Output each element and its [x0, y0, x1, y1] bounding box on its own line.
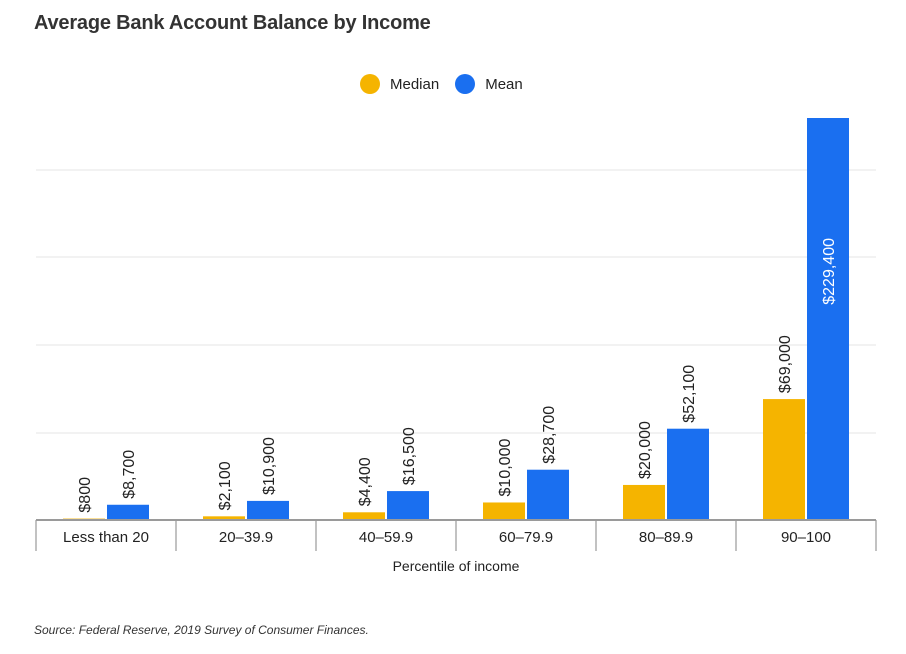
- legend: Median Mean: [360, 74, 523, 94]
- legend-swatch-mean: [455, 74, 476, 94]
- data-label-mean-0: $8,700: [121, 450, 138, 499]
- x-tick-label-2: 40–59.9: [359, 529, 413, 546]
- data-label-median-2: $4,400: [357, 457, 374, 506]
- legend-swatch-median: [360, 74, 380, 94]
- legend-label-mean: Mean: [485, 75, 523, 93]
- x-tick-label-3: 60–79.9: [499, 529, 553, 546]
- bar-mean-1: [247, 500, 289, 520]
- bar-mean-0: [107, 504, 149, 520]
- bar-median-4: [623, 484, 665, 520]
- bar-mean-4: [667, 428, 709, 520]
- data-label-median-0: $800: [77, 477, 94, 513]
- bar-median-5: [763, 399, 805, 520]
- data-label-median-5: $69,000: [777, 335, 794, 393]
- bar-chart-plot: $800 $8,700 Less than 20 $2,100 $10,900 20–39…: [35, 118, 877, 574]
- bar-median-1: [203, 516, 245, 520]
- source-note: Source: Federal Reserve, 2019 Survey of …: [34, 623, 369, 637]
- bar-mean-5: [807, 118, 849, 520]
- bar-mean-2: [387, 491, 429, 520]
- legend-item-mean: Mean: [455, 74, 523, 94]
- bar-mean-3: [527, 469, 569, 520]
- data-label-mean-3: $28,700: [541, 406, 558, 464]
- data-label-median-3: $10,000: [497, 439, 514, 497]
- x-tick-label-5: 90–100: [781, 529, 831, 546]
- chart-title: Average Bank Account Balance by Income: [34, 12, 431, 34]
- data-label-mean-4: $52,100: [681, 365, 698, 423]
- data-label-median-1: $2,100: [217, 461, 234, 510]
- legend-item-median: Median: [360, 74, 439, 94]
- data-label-mean-5: $229,400: [821, 238, 838, 305]
- legend-label-median: Median: [390, 75, 440, 93]
- x-tick-label-1: 20–39.9: [219, 529, 273, 546]
- bar-median-3: [483, 502, 525, 520]
- bar-median-2: [343, 512, 385, 520]
- x-axis-title: Percentile of income: [393, 558, 520, 574]
- data-label-median-4: $20,000: [637, 421, 654, 479]
- data-label-mean-1: $10,900: [261, 437, 278, 495]
- data-label-mean-2: $16,500: [401, 427, 418, 485]
- x-tick-label-0: Less than 20: [63, 529, 149, 546]
- x-tick-label-4: 80–89.9: [639, 529, 693, 546]
